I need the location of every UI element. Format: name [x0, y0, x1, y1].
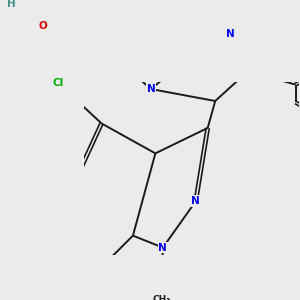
Text: O: O: [39, 21, 47, 31]
Text: N: N: [146, 84, 155, 94]
Text: N: N: [158, 243, 167, 253]
Text: N: N: [191, 196, 200, 206]
Text: Cl: Cl: [52, 78, 64, 88]
Text: H: H: [8, 0, 16, 9]
Text: N: N: [226, 29, 235, 39]
Text: CH₃: CH₃: [152, 295, 170, 300]
